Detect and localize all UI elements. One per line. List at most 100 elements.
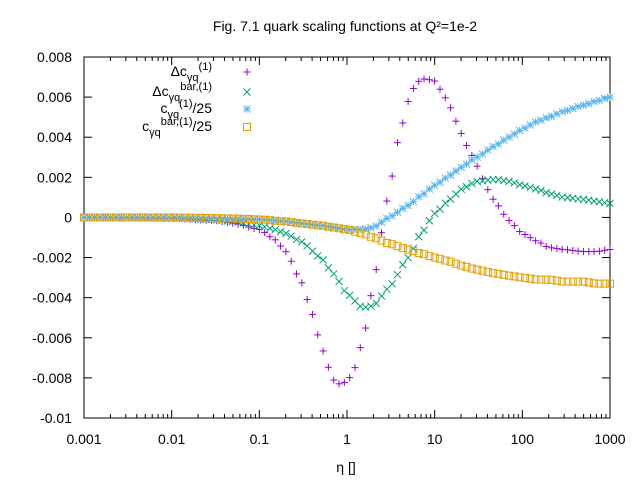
- data-point: [409, 247, 418, 256]
- marker-stroke: [313, 252, 322, 260]
- data-point: [293, 270, 301, 278]
- marker-stroke: [468, 179, 476, 188]
- marker-stroke: [388, 280, 397, 288]
- marker-stroke: [367, 302, 375, 310]
- y-tick-label: -0.004: [32, 290, 72, 306]
- data-point: [297, 219, 306, 228]
- data-point: [361, 303, 370, 312]
- data-point: [101, 213, 110, 222]
- marker-stroke: [223, 214, 232, 223]
- marker-stroke: [350, 227, 359, 236]
- data-point: [500, 210, 508, 218]
- marker-stroke: [377, 236, 386, 245]
- x-tick-label: 1: [343, 431, 351, 447]
- marker-stroke: [505, 177, 513, 186]
- marker-stroke: [478, 176, 487, 185]
- marker-stroke: [202, 214, 211, 223]
- marker-stroke: [531, 185, 540, 193]
- marker-stroke: [255, 215, 264, 224]
- marker-stroke: [441, 174, 450, 182]
- marker-stroke: [243, 123, 251, 131]
- marker-stroke: [579, 277, 588, 286]
- marker-stroke: [207, 214, 216, 223]
- marker-stroke: [425, 216, 434, 225]
- legend-label-sup: bar,(1): [180, 81, 212, 93]
- data-point: [457, 185, 466, 194]
- marker-stroke: [414, 192, 423, 201]
- marker-stroke: [292, 235, 301, 244]
- marker-stroke: [265, 216, 274, 225]
- data-point: [414, 232, 423, 241]
- data-point: [441, 199, 450, 208]
- marker-stroke: [85, 213, 94, 222]
- data-point: [542, 242, 550, 250]
- data-point: [531, 118, 540, 126]
- data-point: [244, 215, 253, 224]
- data-point: [277, 242, 285, 250]
- data-point: [505, 271, 514, 280]
- y-tick-label: -0.008: [32, 370, 72, 386]
- marker-stroke: [536, 275, 545, 284]
- data-point: [415, 77, 423, 85]
- data-point: [393, 208, 402, 217]
- data-point: [520, 273, 529, 282]
- data-point: [191, 213, 200, 222]
- marker-stroke: [308, 247, 317, 256]
- marker-stroke: [542, 275, 551, 284]
- marker-stroke: [478, 150, 487, 158]
- data-point: [516, 228, 524, 236]
- data-point: [228, 214, 237, 223]
- marker-stroke: [590, 97, 598, 106]
- data-point: [154, 213, 163, 222]
- legend-label-sub: γq: [169, 92, 181, 104]
- marker-stroke: [457, 261, 466, 270]
- marker-stroke: [547, 275, 556, 284]
- marker-stroke: [521, 124, 529, 133]
- marker-stroke: [345, 225, 354, 234]
- marker-stroke: [196, 213, 205, 222]
- data-point: [489, 269, 498, 278]
- marker-stroke: [436, 178, 444, 187]
- marker-stroke: [404, 253, 412, 262]
- data-point: [80, 213, 88, 222]
- data-point: [436, 178, 444, 187]
- data-point: [314, 331, 322, 339]
- marker-stroke: [393, 208, 402, 217]
- x-axis: 0.001 0.01 0.1 1 10 100 1000: [66, 57, 626, 447]
- data-point: [367, 292, 375, 300]
- x-tick-label: 0.001: [66, 431, 101, 447]
- marker-stroke: [292, 218, 301, 227]
- marker-stroke: [568, 277, 577, 286]
- marker-stroke: [90, 213, 99, 222]
- marker-stroke: [367, 223, 375, 232]
- data-point: [207, 214, 216, 223]
- marker-stroke: [271, 216, 280, 225]
- data-point: [303, 219, 312, 228]
- data-point: [436, 85, 444, 93]
- data-point: [298, 279, 306, 287]
- marker-stroke: [303, 219, 312, 228]
- marker-stroke: [409, 244, 418, 253]
- y-tick-label: -0.002: [32, 250, 72, 266]
- marker-stroke: [531, 275, 540, 284]
- marker-stroke: [377, 218, 386, 226]
- marker-stroke: [106, 213, 115, 222]
- data-point: [483, 267, 492, 276]
- data-point: [350, 227, 359, 236]
- marker-stroke: [149, 213, 158, 222]
- data-point: [494, 202, 502, 210]
- data-point: [95, 213, 104, 222]
- marker-stroke: [579, 101, 588, 110]
- data-point: [478, 266, 487, 275]
- data-point: [600, 94, 609, 103]
- data-point: [425, 216, 434, 225]
- marker-stroke: [558, 107, 567, 116]
- marker-stroke: [335, 224, 344, 233]
- marker-stroke: [239, 214, 248, 223]
- marker-stroke: [499, 270, 508, 279]
- data-point: [282, 229, 290, 238]
- y-tick-label: -0.006: [32, 330, 72, 346]
- x-tick-label: 100: [511, 431, 535, 447]
- data-point: [563, 246, 571, 254]
- legend-label: cγqbar,(1)/25: [142, 116, 212, 139]
